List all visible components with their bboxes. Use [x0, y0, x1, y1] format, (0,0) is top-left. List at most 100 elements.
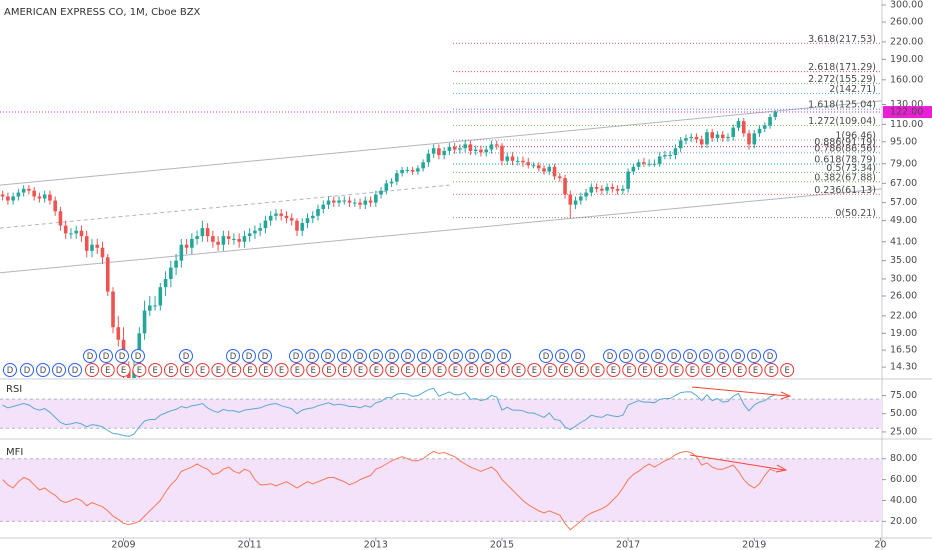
candle-body [736, 121, 741, 128]
event-label: D [751, 352, 758, 362]
y-tick-label: 60.00 [890, 474, 917, 485]
event-label: D [501, 352, 508, 362]
pane-label: MFI [6, 447, 23, 458]
event-label: E [295, 366, 300, 376]
event-label: D [485, 352, 492, 362]
candle-body [174, 260, 178, 268]
candle-body [247, 233, 252, 237]
candle-body [557, 176, 562, 179]
fib-label: 0.5(73.34) [826, 163, 876, 174]
event-marker [747, 349, 761, 363]
candle-body [27, 188, 31, 191]
x-tick-label: 2015 [490, 540, 514, 550]
y-tick-label: 25.00 [890, 426, 917, 437]
fib-label: 0.236(61.13) [814, 185, 876, 196]
event-marker [448, 363, 463, 377]
candle-body [48, 194, 52, 201]
event-label: E [721, 366, 726, 376]
candle-body [279, 213, 284, 216]
candle-body [379, 190, 383, 195]
candle-body [58, 211, 63, 226]
y-tick-label: 14.30 [890, 362, 917, 373]
event-label: D [687, 352, 694, 362]
candle-body [500, 145, 504, 161]
event-label: D [341, 352, 348, 362]
arrow [691, 386, 789, 397]
event-marker [36, 363, 50, 377]
event-label: D [262, 352, 269, 362]
arrow-head [775, 464, 788, 473]
candle-body [74, 230, 79, 234]
event-label: D [72, 366, 79, 376]
event-label: E [232, 366, 237, 376]
candle-body [689, 136, 693, 139]
event-marker [480, 363, 494, 377]
candle-body [337, 200, 341, 203]
event-marker [274, 363, 289, 377]
candle-body [642, 162, 646, 164]
candle-body [305, 218, 310, 224]
event-label: E [137, 366, 142, 376]
event-marker [100, 363, 115, 377]
candle-body [63, 225, 68, 234]
event-label: E [563, 366, 568, 376]
event-marker [539, 349, 553, 363]
event-marker [226, 349, 240, 363]
candle-body [657, 156, 662, 164]
candle-body [179, 244, 184, 261]
y-tick-label: 26.00 [890, 290, 917, 301]
candle-body [458, 148, 462, 150]
fib-label: 2.618(171.29) [808, 62, 876, 73]
event-marker [115, 349, 129, 363]
event-label: D [357, 352, 364, 362]
candle-body [395, 173, 399, 182]
arrow [689, 454, 785, 471]
event-marker [290, 363, 305, 377]
event-marker [763, 349, 777, 363]
event-label: D [325, 352, 332, 362]
candle-body [505, 156, 510, 161]
candle-body [463, 144, 467, 149]
fib-label: 1.272(109.04) [808, 116, 876, 127]
candle-body [694, 136, 699, 140]
candle-body [232, 238, 236, 240]
candle-body [0, 194, 5, 197]
indicator-line [2, 450, 776, 531]
event-marker [289, 349, 303, 363]
event-label: E [216, 366, 221, 376]
event-marker [131, 349, 145, 363]
event-label: E [342, 366, 347, 376]
y-tick-label: 57.00 [890, 197, 917, 208]
event-label: D [623, 352, 630, 362]
candle-body [726, 136, 730, 139]
event-label: E [247, 366, 252, 376]
event-marker [699, 349, 713, 363]
event-marker [401, 363, 415, 377]
event-marker [653, 363, 668, 377]
event-marker [258, 349, 272, 363]
event-marker [258, 363, 273, 377]
event-marker [732, 363, 747, 377]
main-pane: 3.618(217.53) 2.618(171.29)2.272(155.29)2… [0, 34, 882, 378]
channel-line [0, 100, 882, 186]
candle-body [699, 139, 704, 145]
y-tick-label: 20.00 [890, 516, 917, 527]
candle-body [237, 238, 241, 242]
candle-body [452, 146, 457, 150]
candle-body [216, 241, 220, 245]
x-tick-label: 2011 [238, 540, 262, 550]
candle-body [289, 218, 294, 221]
candle-body [11, 196, 15, 201]
event-marker [651, 349, 665, 363]
event-label: E [548, 366, 553, 376]
candle-body [673, 148, 678, 156]
event-marker [116, 363, 131, 377]
event-label: D [183, 352, 190, 362]
pane-label: RSI [6, 384, 22, 395]
event-marker [68, 363, 82, 377]
x-tick-label: 2019 [742, 540, 766, 550]
candle-body [636, 162, 641, 167]
candle-body [374, 194, 378, 203]
y-tick-label: 35.00 [890, 255, 917, 266]
event-label: E [89, 366, 94, 376]
